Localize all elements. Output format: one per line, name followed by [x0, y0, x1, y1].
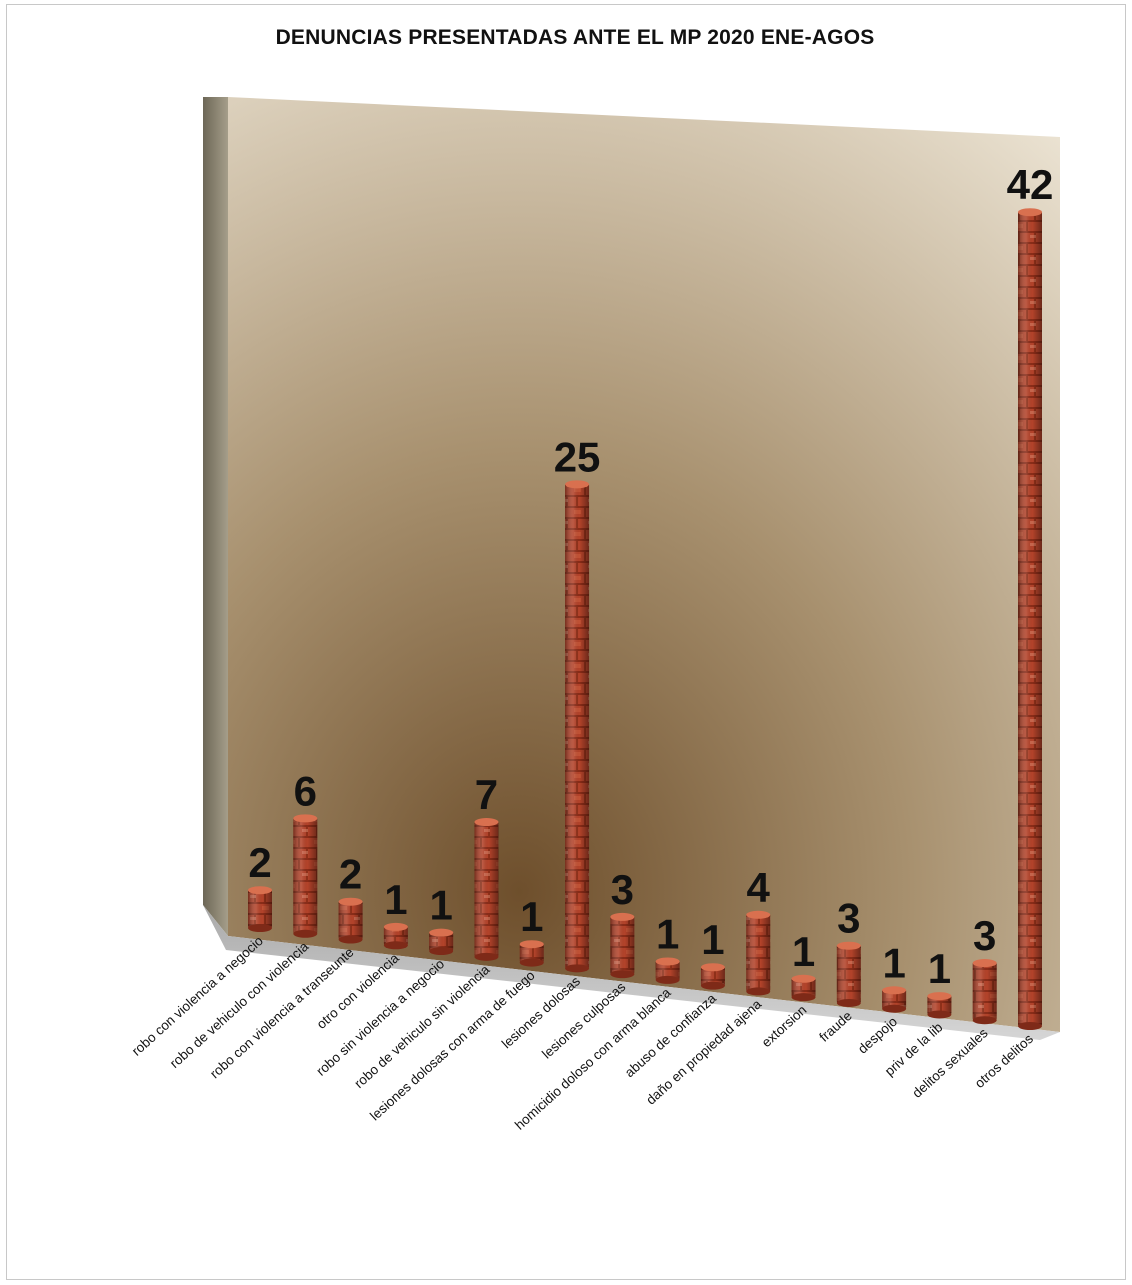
bar-bottom [972, 1016, 997, 1025]
value-label: 1 [701, 916, 724, 963]
bar-bottom [519, 958, 544, 967]
chart-title: DENUNCIAS PRESENTADAS ANTE EL MP 2020 EN… [275, 26, 875, 49]
value-label: 6 [294, 767, 317, 814]
bar [700, 963, 725, 990]
bar-top [655, 957, 680, 966]
bar [338, 897, 363, 944]
bar-bottom [836, 998, 861, 1007]
bar-top [746, 910, 771, 919]
value-label: 1 [384, 876, 407, 923]
bar-shading [565, 483, 590, 969]
value-label: 2 [248, 839, 271, 886]
value-label: 4 [747, 864, 771, 911]
chart-floor [203, 905, 1060, 1040]
bar-top [429, 928, 454, 937]
bar-top [972, 959, 997, 968]
bar [927, 992, 952, 1019]
value-label: 42 [1007, 161, 1054, 208]
bar-bottom [700, 981, 725, 990]
value-label: 25 [554, 433, 601, 480]
bar-shading [429, 931, 454, 952]
bar-shading [248, 889, 272, 928]
value-label: 1 [928, 945, 951, 992]
bar-bottom [791, 993, 816, 1002]
bar [972, 959, 997, 1025]
value-label: 3 [611, 866, 634, 913]
bar-shading [972, 962, 997, 1021]
chart-side-wall [203, 97, 228, 936]
bar-top [519, 940, 544, 949]
bar-bottom [746, 987, 771, 996]
value-label: 1 [656, 910, 679, 957]
bar-bottom [429, 947, 454, 956]
bar-bottom [338, 935, 363, 944]
bar-shading [338, 900, 363, 940]
bar [474, 818, 499, 961]
bar-top [927, 992, 952, 1001]
bar-top [836, 941, 861, 950]
bar-top [791, 974, 816, 983]
bar-bottom [293, 929, 318, 938]
chart-back-wall [228, 97, 1060, 1032]
bar-bottom [1018, 1022, 1042, 1030]
bar-shading [293, 817, 318, 934]
bar [791, 974, 816, 1002]
bar-bottom [474, 952, 499, 961]
bar [746, 910, 771, 996]
bar-shading [882, 989, 907, 1009]
bar-top [700, 963, 725, 972]
bar-top [383, 922, 408, 931]
value-label: 1 [882, 939, 905, 986]
bar-shading [746, 913, 771, 992]
bar [836, 941, 861, 1007]
bar [882, 986, 907, 1013]
bar-top [474, 818, 499, 827]
bar [429, 928, 454, 956]
value-label: 3 [837, 895, 860, 942]
bar-top [248, 886, 272, 895]
bar-shading [655, 960, 680, 980]
bar [248, 886, 272, 932]
bar [565, 480, 590, 973]
bar-bottom [383, 941, 408, 950]
bar [655, 957, 680, 984]
bar-top [338, 897, 363, 906]
bar-bottom [565, 964, 590, 973]
category-label: abuso de confianza [622, 990, 719, 1080]
bar-bottom [610, 970, 635, 979]
bar-top [565, 480, 590, 489]
value-label: 3 [973, 912, 996, 959]
bar-shading [610, 915, 635, 975]
bar-shading [927, 995, 952, 1015]
bar-bottom [655, 975, 680, 984]
bar [383, 922, 408, 950]
bar-shading [700, 966, 725, 986]
bar-shading [383, 925, 408, 946]
bar-shading [791, 977, 816, 998]
bar-bottom [882, 1004, 907, 1013]
value-label: 1 [520, 893, 543, 940]
bar-bottom [927, 1010, 952, 1019]
bar-shading [1018, 211, 1042, 1026]
bar-top [882, 986, 907, 995]
bar-shading [836, 944, 861, 1003]
value-label: 1 [792, 928, 815, 975]
value-label: 1 [429, 882, 452, 929]
value-label: 2 [339, 851, 362, 898]
bar-shading [474, 821, 499, 957]
bar-top [1018, 208, 1042, 217]
bar-bottom [248, 924, 272, 932]
bar [293, 814, 318, 938]
value-label: 7 [475, 771, 498, 818]
bar-top [293, 814, 318, 823]
bar [519, 940, 544, 967]
bar [610, 912, 635, 979]
bar-shading [519, 943, 544, 963]
bar-top [610, 912, 635, 921]
bar [1018, 208, 1042, 1030]
